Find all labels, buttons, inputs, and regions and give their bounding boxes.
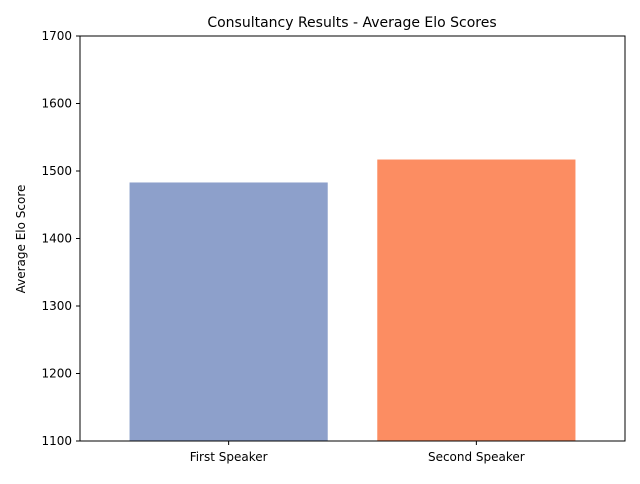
y-tick-label: 1600	[41, 97, 72, 111]
y-tick-label: 1100	[41, 434, 72, 448]
x-axis: First Speaker Second Speaker	[190, 441, 525, 464]
y-tick-label: 1200	[41, 367, 72, 381]
y-tick-label: 1300	[41, 299, 72, 313]
bars-layer	[129, 159, 576, 441]
bar-first-speaker	[129, 182, 328, 441]
chart-title: Consultancy Results - Average Elo Scores	[207, 15, 496, 31]
y-axis: 1100 1200 1300 1400 1500 1600 1700	[41, 29, 80, 448]
plot-frame	[79, 35, 626, 442]
y-tick-label: 1400	[41, 232, 72, 246]
y-tick-label: 1500	[41, 164, 72, 178]
y-tick-label: 1700	[41, 29, 72, 43]
x-tick-label: First Speaker	[190, 450, 268, 464]
x-tick-label: Second Speaker	[428, 450, 525, 464]
y-axis-label: Average Elo Score	[14, 185, 28, 294]
bar-second-speaker	[377, 159, 576, 441]
